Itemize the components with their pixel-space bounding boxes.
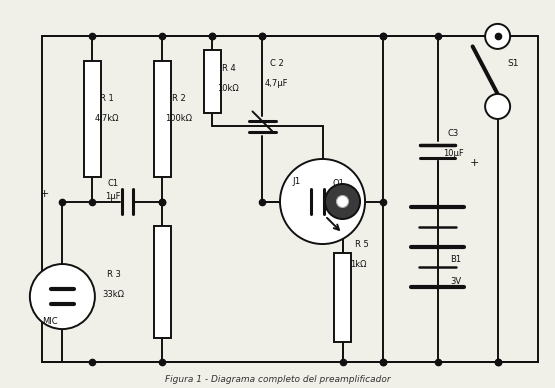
Text: +: + — [470, 158, 480, 168]
Circle shape — [280, 159, 365, 244]
Text: MIC: MIC — [42, 317, 58, 326]
Text: B1: B1 — [450, 255, 461, 263]
Bar — [42, 36, 538, 362]
Text: 4,7μF: 4,7μF — [265, 80, 289, 88]
Text: 10kΩ: 10kΩ — [218, 85, 239, 94]
Text: R 5: R 5 — [355, 239, 369, 249]
Circle shape — [336, 196, 349, 208]
Text: C3: C3 — [447, 130, 459, 139]
Text: R 1: R 1 — [100, 94, 114, 104]
Text: 1kΩ: 1kΩ — [350, 260, 366, 268]
Circle shape — [485, 94, 510, 119]
FancyBboxPatch shape — [154, 225, 171, 338]
Text: R 3: R 3 — [108, 270, 122, 279]
Text: R 2: R 2 — [173, 94, 186, 104]
Circle shape — [325, 184, 360, 219]
Text: J1: J1 — [292, 177, 301, 186]
FancyBboxPatch shape — [154, 61, 171, 177]
Text: 1μF: 1μF — [105, 192, 120, 201]
Text: R 4: R 4 — [223, 64, 236, 73]
Text: C1: C1 — [108, 180, 119, 189]
Text: S1: S1 — [508, 59, 519, 68]
Text: 3V: 3V — [450, 277, 461, 286]
Text: +: + — [40, 189, 49, 199]
Text: 4,7kΩ: 4,7kΩ — [95, 114, 119, 123]
FancyBboxPatch shape — [204, 50, 221, 113]
Text: 10μF: 10μF — [442, 149, 463, 158]
Text: C 2: C 2 — [270, 59, 284, 68]
Text: Figura 1 - Diagrama completo del preamplificador: Figura 1 - Diagrama completo del preampl… — [165, 375, 390, 384]
Text: BC548: BC548 — [325, 199, 352, 208]
FancyBboxPatch shape — [334, 253, 351, 342]
Text: 100kΩ: 100kΩ — [165, 114, 192, 123]
Circle shape — [30, 264, 95, 329]
Text: 33kΩ: 33kΩ — [103, 289, 124, 298]
Circle shape — [485, 24, 510, 49]
Text: Q1: Q1 — [332, 180, 345, 189]
FancyBboxPatch shape — [84, 61, 101, 177]
